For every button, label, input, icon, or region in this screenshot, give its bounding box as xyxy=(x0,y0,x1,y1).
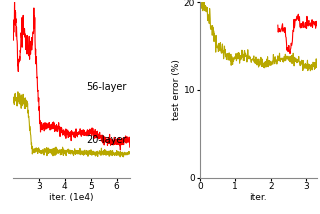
Text: 20-layer: 20-layer xyxy=(86,135,127,144)
X-axis label: iter. (1e4): iter. (1e4) xyxy=(49,193,93,202)
Text: 56-layer: 56-layer xyxy=(86,82,127,92)
X-axis label: iter.: iter. xyxy=(250,193,267,202)
Y-axis label: test error (%): test error (%) xyxy=(172,59,181,120)
